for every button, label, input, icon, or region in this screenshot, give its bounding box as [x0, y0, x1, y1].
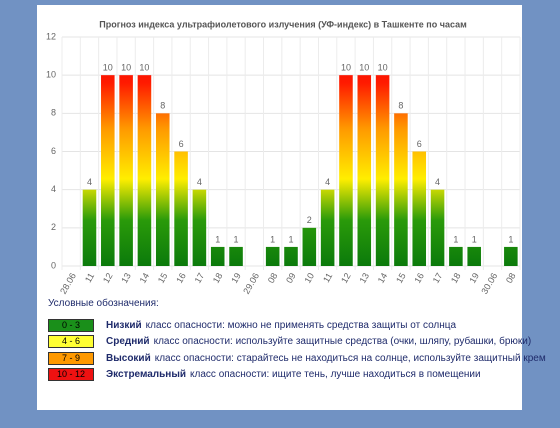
x-tick-label: 08 [266, 271, 280, 285]
value-label: 1 [508, 234, 513, 244]
value-label: 6 [179, 139, 184, 149]
legend-name: Средний [106, 336, 150, 347]
bar [357, 75, 372, 267]
value-label: 10 [103, 63, 113, 73]
y-tick-label: 0 [51, 260, 56, 270]
x-tick-label: 10 [302, 271, 316, 285]
x-tick-label: 13 [119, 271, 133, 285]
legend-swatch: 0 - 3 [48, 318, 94, 332]
bar [229, 246, 243, 266]
bar [101, 75, 115, 267]
x-tick-label: 19 [467, 271, 481, 285]
y-tick-label: 6 [51, 146, 56, 156]
legend-name: Высокий [106, 352, 151, 364]
value-label: 1 [234, 234, 239, 244]
legend: Условные обозначения: 0 - 3 Низкий класс о… [48, 298, 546, 383]
x-tick-label: 12 [101, 271, 115, 285]
value-label: 1 [472, 234, 477, 244]
bar [394, 113, 408, 266]
bar [467, 246, 481, 266]
x-tick-label: 09 [284, 271, 298, 285]
legend-item: 0 - 3 Низкий класс опасности: можно не при… [48, 317, 546, 333]
x-tick-label: 30.06 [479, 271, 499, 296]
legend-name: Экстремальный [106, 369, 187, 380]
bar [302, 227, 317, 266]
legend-item: 10 - 12 Экстремальный класс опасности: ищи… [48, 367, 546, 383]
legend-text: класс опасности: старайтесь не находитьс… [154, 352, 546, 364]
y-tick-label: 10 [46, 70, 56, 80]
value-label: 1 [453, 234, 458, 244]
x-tick-label: 16 [412, 271, 426, 285]
bar [82, 189, 97, 266]
bar [449, 246, 463, 266]
x-tick-label: 18 [449, 271, 463, 285]
y-tick-label: 12 [46, 31, 56, 41]
x-tick-label: 15 [156, 271, 170, 285]
y-tick-label: 2 [51, 222, 56, 232]
x-tick-label: 16 [174, 271, 188, 285]
value-label: 4 [197, 177, 202, 187]
value-label: 4 [435, 177, 440, 187]
value-label: 6 [417, 139, 422, 149]
x-tick-label: 14 [376, 271, 390, 285]
legend-title: Условные обозначения: [48, 298, 159, 309]
bar [192, 189, 207, 266]
bar [320, 189, 335, 266]
value-label: 10 [121, 63, 131, 73]
chart: Прогноз индекса ультрафиолетового излуче… [46, 19, 521, 296]
x-tick-label: 17 [431, 271, 445, 285]
y-tick-label: 8 [51, 108, 56, 118]
value-label: 1 [270, 234, 275, 244]
value-label: 4 [87, 177, 92, 187]
value-label: 8 [398, 101, 403, 111]
legend-text: класс опасности: можно не применять сред… [145, 319, 457, 331]
bar [137, 75, 152, 267]
legend-rows: 0 - 3 Низкий класс опасности: можно не при… [48, 317, 546, 383]
bar [430, 189, 445, 266]
bar [174, 151, 188, 266]
x-tick-label: 15 [394, 271, 408, 285]
legend-item: 7 - 9 Высокий класс опасности: старайтесь … [48, 350, 546, 366]
bar [412, 151, 427, 266]
value-label: 10 [359, 63, 369, 73]
bar [155, 113, 170, 266]
x-tick-label: 11 [83, 271, 96, 284]
x-tick-label: 17 [193, 271, 207, 285]
value-label: 1 [215, 234, 220, 244]
x-tick-label: 12 [339, 271, 353, 285]
value-label: 4 [325, 177, 330, 187]
legend-swatch: 10 - 12 [48, 368, 94, 381]
bar [119, 75, 133, 267]
legend-text: класс опасности: ищите тень, лучше наход… [190, 369, 481, 380]
bar [284, 246, 298, 266]
legend-swatch: 7 - 9 [48, 351, 94, 365]
x-tick-label: 28.06 [58, 271, 78, 296]
legend-name: Низкий [106, 319, 142, 331]
x-tick-label: 13 [357, 271, 371, 285]
value-label: 10 [139, 63, 149, 73]
y-tick-label: 4 [51, 184, 56, 194]
value-label: 10 [341, 63, 351, 73]
bar [375, 75, 390, 267]
legend-swatch: 4 - 6 [48, 335, 94, 348]
value-label: 10 [378, 63, 388, 73]
bar [339, 75, 353, 267]
value-label: 8 [160, 101, 165, 111]
legend-item: 4 - 6 Средний класс опасности: используйте… [48, 334, 546, 350]
bar [265, 246, 280, 266]
value-label: 1 [288, 234, 293, 244]
x-tick-label: 14 [138, 271, 152, 285]
x-tick-label: 11 [321, 271, 334, 284]
x-tick-label: 29.06 [241, 271, 261, 296]
value-label: 2 [307, 215, 312, 225]
bar [210, 246, 225, 266]
bar [504, 246, 518, 266]
x-tick-label: 19 [229, 271, 243, 285]
x-tick-label: 08 [504, 271, 518, 285]
chart-title: Прогноз индекса ультрафиолетового излуче… [99, 19, 467, 29]
legend-text: класс опасности: используйте защитные ср… [153, 336, 532, 347]
x-tick-label: 18 [211, 271, 225, 285]
